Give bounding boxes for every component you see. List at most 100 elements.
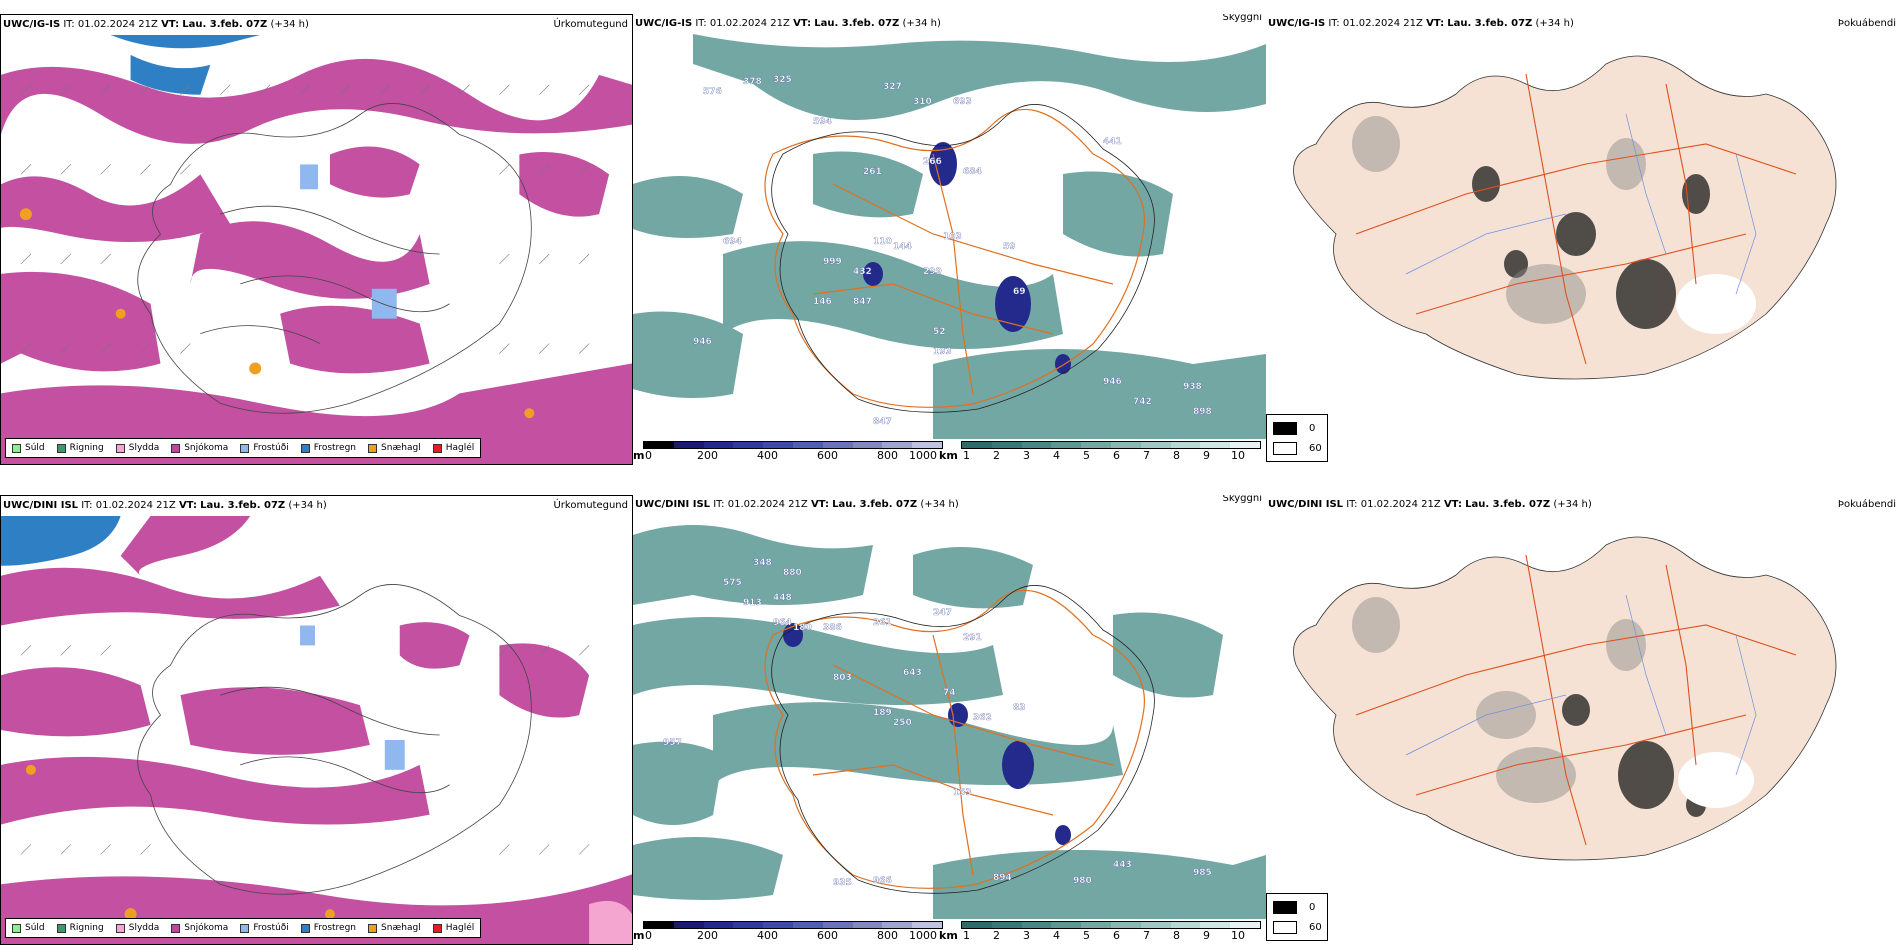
km-tick: 3 bbox=[1023, 929, 1030, 942]
visibility-value-label: 985 bbox=[1193, 868, 1212, 878]
vt-label: VT: bbox=[161, 19, 179, 30]
panel-header: UWC/IG-IS IT: 01.02.2024 21Z VT: Lau. 3.… bbox=[1266, 14, 1900, 34]
visibility-value-label: 847 bbox=[853, 297, 872, 307]
visibility-value-label: 189 bbox=[873, 708, 892, 718]
colorbar-cell bbox=[763, 442, 793, 448]
lead-time: (+34 h) bbox=[288, 500, 326, 511]
km-tick: 7 bbox=[1143, 929, 1150, 942]
visibility-value-label: 52 bbox=[933, 327, 946, 337]
visibility-map: 348 880 575 913 448 964 180 386 261 247 291 803 643 7… bbox=[633, 515, 1266, 919]
vt-label: VT: bbox=[811, 499, 829, 510]
legend-item: Snjókoma bbox=[171, 443, 228, 453]
m-tick: 200 bbox=[697, 449, 718, 462]
visibility-value-label: 938 bbox=[1183, 382, 1202, 392]
swatch-rigning bbox=[57, 924, 66, 933]
km-tick: 10 bbox=[1231, 449, 1245, 462]
swatch-slydda bbox=[116, 924, 125, 933]
km-tick: 3 bbox=[1023, 449, 1030, 462]
colorbar-cell bbox=[882, 442, 912, 448]
colorbar-cell bbox=[1171, 922, 1201, 928]
m-tick: 200 bbox=[697, 929, 718, 942]
colorbar-cell bbox=[1200, 922, 1230, 928]
km-color-strip bbox=[961, 441, 1261, 449]
colorbar-cell bbox=[674, 442, 704, 448]
swatch-snaehagl bbox=[368, 444, 377, 453]
visibility-colorbar: m km 0 200 400 600 800 1000 1 2 3 4 5 6 … bbox=[633, 919, 1266, 945]
visibility-value-label: 180 bbox=[793, 623, 812, 633]
m-tick: 600 bbox=[817, 929, 838, 942]
fog-panel-bottom: UWC/DINI ISL IT: 01.02.2024 21Z VT: Lau.… bbox=[1266, 495, 1900, 945]
visibility-map: 576 378 325 594 327 310 693 266 441 261 684 694 103 9… bbox=[633, 34, 1266, 439]
m-color-strip bbox=[643, 921, 943, 929]
visibility-value-label: 432 bbox=[853, 267, 872, 277]
visibility-value-label: 946 bbox=[1103, 377, 1122, 387]
km-tick: 4 bbox=[1053, 449, 1060, 462]
fog-legend-row: 60 bbox=[1273, 921, 1322, 934]
m-tick: 0 bbox=[645, 449, 652, 462]
visibility-value-label: 643 bbox=[903, 668, 922, 678]
colorbar-cell bbox=[644, 442, 674, 448]
m-tick: 800 bbox=[877, 929, 898, 942]
legend-item: Frostregn bbox=[301, 923, 356, 933]
colorbar-cell bbox=[1081, 442, 1111, 448]
colorbar-cell bbox=[853, 922, 883, 928]
lead-time: (+34 h) bbox=[920, 499, 958, 510]
visibility-value-label: 847 bbox=[873, 417, 892, 427]
colorbar-cell bbox=[1022, 922, 1052, 928]
km-tick: 6 bbox=[1113, 449, 1120, 462]
panel-title: Þokuábendi bbox=[1838, 495, 1896, 515]
visibility-value-label: 327 bbox=[883, 82, 902, 92]
it-label: IT: bbox=[713, 499, 724, 510]
precip-type-panel-top: UWC/IG-IS IT: 01.02.2024 21Z VT: Lau. 3.… bbox=[0, 14, 633, 465]
fog-panel-top: UWC/IG-IS IT: 01.02.2024 21Z VT: Lau. 3.… bbox=[1266, 14, 1900, 465]
km-tick: 8 bbox=[1173, 929, 1180, 942]
legend-item: Rigning bbox=[57, 443, 104, 453]
swatch-snjokoma bbox=[171, 444, 180, 453]
visibility-value-label: 999 bbox=[823, 257, 842, 267]
km-tick: 1 bbox=[963, 929, 970, 942]
fog-swatch-60 bbox=[1273, 442, 1297, 455]
visibility-value-label: 386 bbox=[823, 623, 842, 633]
swatch-frostudi bbox=[240, 924, 249, 933]
visibility-panel-bottom: UWC/DINI ISL IT: 01.02.2024 21Z VT: Lau.… bbox=[633, 495, 1266, 945]
colorbar-cell bbox=[1051, 922, 1081, 928]
swatch-sudd bbox=[12, 924, 21, 933]
it-label: IT: bbox=[695, 18, 706, 29]
colorbar-cell bbox=[1111, 442, 1141, 448]
precip-legend: Súld Rigning Slydda Snjókoma Frostúði Fr… bbox=[5, 438, 481, 458]
km-tick: 5 bbox=[1083, 449, 1090, 462]
legend-item: Rigning bbox=[57, 923, 104, 933]
precip-map bbox=[1, 516, 632, 944]
visibility-value-label: 266 bbox=[923, 157, 942, 167]
vt-value: Lau. 3.feb. 07Z bbox=[832, 499, 917, 510]
m-unit: m bbox=[633, 449, 644, 462]
colorbar-cell bbox=[823, 922, 853, 928]
colorbar-cell bbox=[644, 922, 674, 928]
vt-label: VT: bbox=[793, 18, 811, 29]
colorbar-cell bbox=[1200, 442, 1230, 448]
fog-legend: 0 60 bbox=[1266, 893, 1328, 941]
km-tick: 8 bbox=[1173, 449, 1180, 462]
km-unit: km bbox=[939, 929, 958, 942]
swatch-slydda bbox=[116, 444, 125, 453]
legend-item: Snæhagl bbox=[368, 443, 421, 453]
colorbar-cell bbox=[853, 442, 883, 448]
km-tick: 4 bbox=[1053, 929, 1060, 942]
colorbar-cell bbox=[1081, 922, 1111, 928]
legend-item: Frostúði bbox=[240, 443, 288, 453]
vt-value: Lau. 3.feb. 07Z bbox=[200, 500, 285, 511]
vt-label: VT: bbox=[1426, 18, 1444, 29]
vt-value: Lau. 3.feb. 07Z bbox=[1447, 18, 1532, 29]
visibility-value-label: 957 bbox=[663, 738, 682, 748]
lead-time: (+34 h) bbox=[1535, 18, 1573, 29]
km-tick: 2 bbox=[993, 929, 1000, 942]
colorbar-cell bbox=[674, 922, 704, 928]
swatch-snjokoma bbox=[171, 924, 180, 933]
vt-label: VT: bbox=[1444, 499, 1462, 510]
panel-title: Skyggni bbox=[1222, 14, 1262, 28]
visibility-value-label: 144 bbox=[893, 242, 912, 252]
swatch-frostregn bbox=[301, 444, 310, 453]
visibility-value-label: 935 bbox=[833, 878, 852, 888]
colorbar-cell bbox=[733, 922, 763, 928]
visibility-value-label: 146 bbox=[813, 297, 832, 307]
